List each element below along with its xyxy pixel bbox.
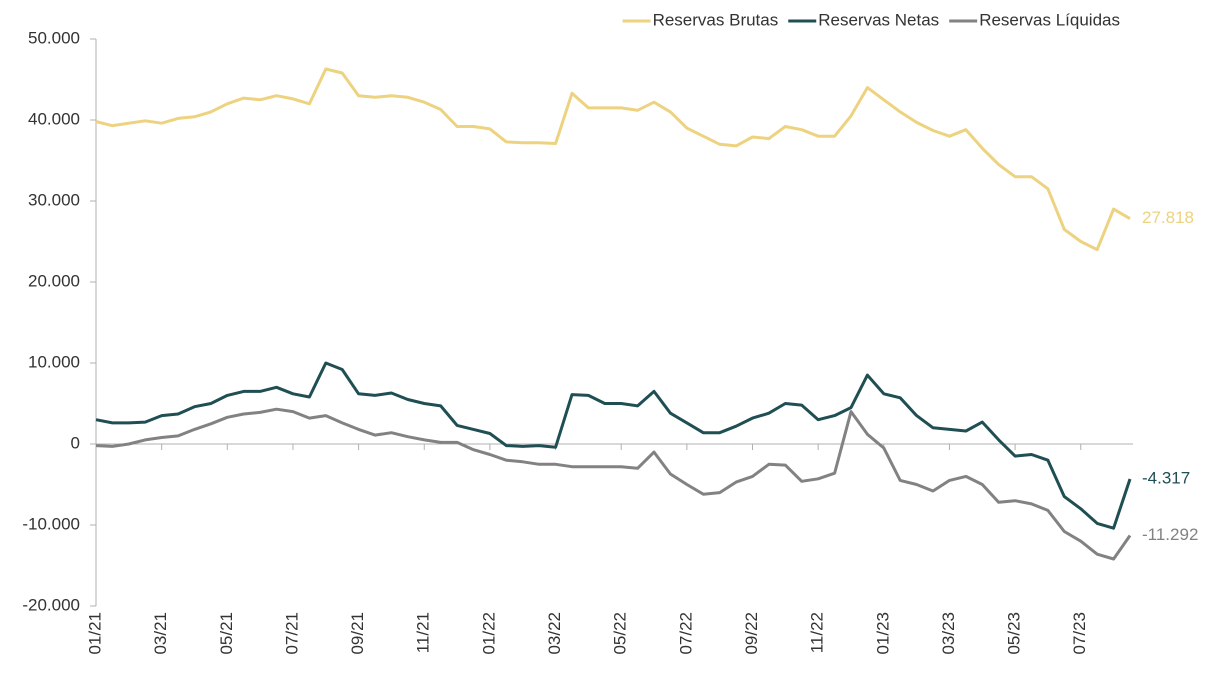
x-tick-label: 07/23 bbox=[1070, 612, 1089, 655]
x-tick-label: 01/21 bbox=[85, 612, 104, 655]
x-tick-label: 11/22 bbox=[808, 612, 827, 653]
x-tick-label: 09/21 bbox=[348, 612, 367, 655]
x-tick-label: 01/22 bbox=[479, 612, 498, 655]
y-tick-label: 10.000 bbox=[28, 352, 80, 371]
x-tick-label: 01/23 bbox=[873, 612, 892, 655]
legend-label: Reservas Líquidas bbox=[979, 10, 1120, 29]
x-tick-label: 05/22 bbox=[611, 612, 630, 655]
y-tick-label: 50.000 bbox=[28, 28, 80, 47]
line-series bbox=[95, 407, 1132, 561]
x-tick-label: 07/22 bbox=[676, 612, 695, 655]
line-series bbox=[95, 67, 1131, 252]
x-tick-label: 11/21 bbox=[414, 612, 433, 653]
x-tick-label: 09/22 bbox=[742, 612, 761, 655]
end-label: -11.292 bbox=[1142, 525, 1198, 544]
end-label: -4.317 bbox=[1142, 468, 1190, 487]
y-tick-label: -20.000 bbox=[22, 595, 80, 614]
x-tick-label: 03/22 bbox=[545, 612, 564, 655]
legend-label: Reservas Netas bbox=[818, 10, 939, 29]
x-tick-label: 03/23 bbox=[939, 612, 958, 655]
y-tick-label: 30.000 bbox=[28, 190, 80, 209]
x-tick-label: 05/23 bbox=[1005, 612, 1024, 655]
x-tick-label: 03/21 bbox=[151, 612, 170, 655]
end-label: 27.818 bbox=[1142, 208, 1194, 227]
y-tick-label: 20.000 bbox=[28, 271, 80, 290]
y-tick-label: 0 bbox=[71, 433, 80, 452]
y-tick-label: 40.000 bbox=[28, 109, 80, 128]
legend-label: Reservas Brutas bbox=[653, 10, 779, 29]
x-tick-label: 07/21 bbox=[282, 612, 301, 655]
y-tick-label: -10.000 bbox=[22, 514, 80, 533]
x-tick-label: 05/21 bbox=[217, 612, 236, 655]
line-series bbox=[95, 361, 1132, 530]
